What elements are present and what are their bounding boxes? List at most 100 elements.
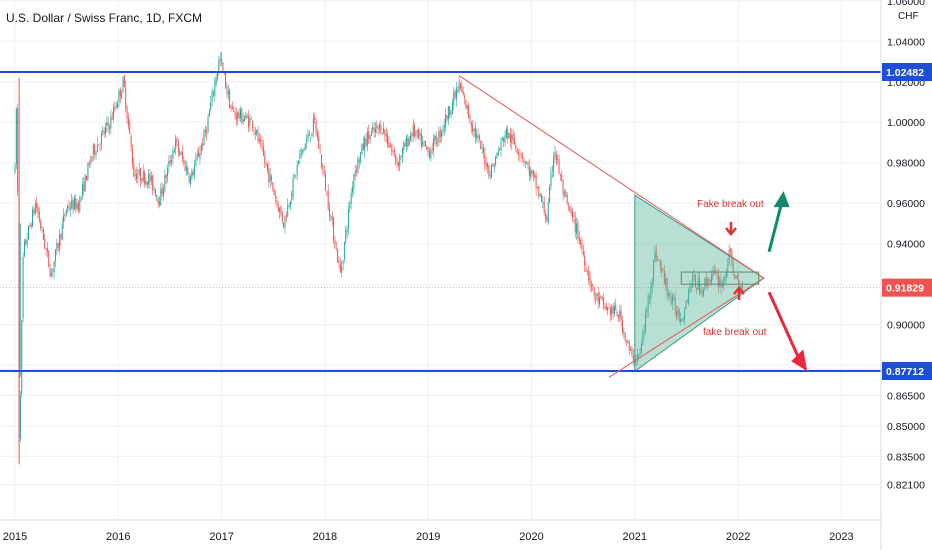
y-tick-label: 0.90000	[887, 320, 925, 332]
candle-body	[530, 170, 532, 177]
candle-body	[435, 136, 437, 145]
candle-body	[499, 149, 501, 151]
candle-body	[261, 143, 263, 147]
candle-body	[427, 147, 429, 153]
candle-body	[554, 152, 556, 158]
candle-body	[295, 175, 297, 177]
candle-body	[131, 148, 133, 165]
candle-body	[283, 222, 285, 228]
candle-body	[325, 174, 326, 191]
y-tick-label: 1.00000	[887, 117, 925, 129]
candle-body	[167, 167, 169, 177]
candle-body	[442, 128, 444, 132]
candle-body	[617, 314, 619, 318]
candle-body	[470, 122, 472, 127]
candle-body	[406, 137, 407, 147]
plot-area[interactable]	[0, 0, 881, 520]
candle-body	[145, 180, 147, 186]
candle-body	[137, 175, 139, 179]
candle-body	[369, 135, 371, 141]
candle-body	[731, 249, 733, 263]
candle-body	[56, 242, 58, 251]
candle-body	[730, 248, 731, 251]
candle-body	[60, 234, 62, 239]
candle-body	[307, 134, 309, 140]
candle-body	[520, 153, 522, 156]
candle-body	[532, 170, 534, 175]
candle-body	[692, 275, 694, 288]
candle-body	[149, 173, 151, 182]
candle-body	[501, 137, 503, 140]
candle-body	[316, 132, 318, 138]
candle-body	[488, 164, 490, 177]
candle-body	[661, 267, 663, 271]
candle-body	[136, 173, 137, 180]
candle-body	[230, 106, 232, 109]
candle-body	[720, 279, 722, 288]
candle-body	[511, 135, 513, 144]
candle-body	[61, 223, 63, 241]
candle-body	[314, 116, 316, 120]
candle-body	[568, 204, 569, 206]
candle-body	[364, 138, 366, 151]
candle-body	[655, 250, 657, 259]
candle-body	[153, 189, 155, 191]
candle-body	[574, 218, 576, 233]
candle-body	[557, 159, 559, 161]
candle-body	[408, 138, 410, 145]
candle-body	[226, 87, 228, 93]
candle-body	[191, 170, 193, 179]
candle-body	[32, 209, 34, 227]
candle-body	[231, 106, 233, 110]
candle-body	[419, 133, 421, 137]
candle-body	[426, 145, 428, 150]
descending-trendline	[458, 75, 765, 279]
candle-body	[597, 292, 599, 303]
candle-body	[541, 194, 542, 202]
candle-body	[130, 135, 132, 148]
candle-body	[686, 301, 688, 303]
candle-body	[667, 293, 669, 296]
candle-body	[271, 176, 272, 181]
candle-body	[173, 149, 175, 153]
annotation-fake-breakout-top: Fake break out	[697, 199, 764, 210]
candle-body	[558, 158, 560, 174]
candle-body	[34, 204, 36, 214]
candle-body	[221, 58, 223, 62]
candle-body	[254, 131, 256, 135]
candle-body	[466, 105, 468, 108]
candle-body	[80, 196, 82, 198]
candle-body	[71, 200, 73, 209]
candle-body	[462, 91, 464, 96]
time-axis[interactable]: 2015 2016 2017 2018 2019 2020 2021 2022 2023	[3, 531, 854, 543]
x-tick-label: 2020	[519, 531, 543, 543]
candle-body	[622, 320, 623, 333]
candle-body	[150, 176, 152, 181]
candle-body	[593, 287, 595, 296]
candle-body	[82, 184, 83, 195]
candle-body	[658, 259, 660, 261]
candle-body	[22, 257, 24, 319]
candle-body	[595, 297, 596, 298]
candle-body	[293, 175, 295, 177]
candle-body	[694, 274, 696, 288]
candle-body	[740, 286, 742, 291]
projection-down-arrow-head-icon	[791, 349, 808, 372]
candle-body	[401, 148, 403, 158]
candle-body	[688, 290, 690, 305]
candle-body	[649, 295, 650, 298]
candle-body	[310, 137, 312, 139]
candle-body	[184, 161, 186, 171]
candle-body	[225, 72, 227, 89]
candle-body	[404, 143, 406, 147]
candle-body	[268, 168, 270, 183]
candle-body	[212, 92, 214, 95]
candle-body	[690, 286, 692, 288]
candle-body	[650, 286, 652, 299]
candle-body	[573, 215, 575, 218]
candle-body	[125, 86, 127, 109]
y-tick-label: 0.94000	[887, 239, 925, 251]
candle-body	[451, 103, 453, 114]
candle-body	[29, 225, 31, 227]
